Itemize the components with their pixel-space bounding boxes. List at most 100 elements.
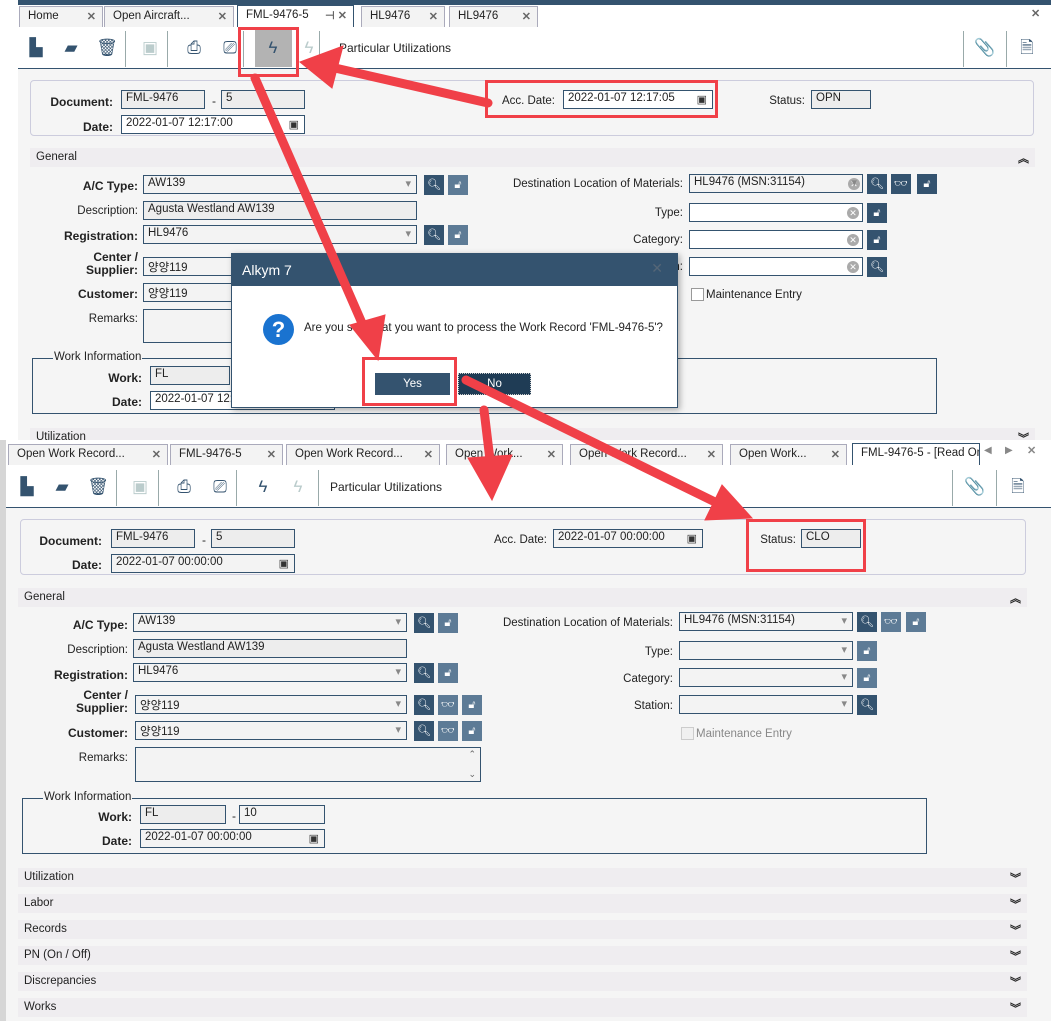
tab-hl9476-2[interactable]: HL9476 ✕ [449,6,538,27]
acc-date-field[interactable]: 2022-01-07 12:17:05 ▣ [563,90,713,109]
close-window-icon[interactable]: ✕ [1027,445,1037,457]
close-icon[interactable]: ✕ [217,11,227,23]
registration-field[interactable]: HL9476 [143,225,417,244]
lightning-icon[interactable]: ϟ [258,477,268,496]
tab-open-work-record[interactable]: Open Work Record... ✕ [8,444,168,465]
open-folder-icon[interactable]: ▰ [55,477,69,496]
unlock-icon[interactable]: 🔓︎ [448,175,468,195]
close-window-icon[interactable]: ✕ [1031,8,1041,20]
general-section-header[interactable]: General ︽ [30,148,1035,167]
description-field[interactable]: Agusta Westland AW139 [143,201,417,220]
save-icon[interactable]: ▣ [131,477,149,496]
expand-icon[interactable]: ︾ [1018,433,1029,445]
search-icon[interactable]: 🔍︎ [867,174,887,194]
open-folder-icon[interactable]: ▰ [64,38,78,57]
type-field[interactable]: ✕ [689,203,863,222]
search-icon[interactable]: 🔍︎ [424,175,444,195]
tab-open-work-2[interactable]: Open Work... ✕ [730,444,847,465]
tab-fml-9476-5[interactable]: FML-9476-5 ⊣ ✕ [237,5,354,27]
tab-home[interactable]: Home ✕ [19,6,103,27]
scroll-down-icon[interactable]: ⌄ [468,769,476,779]
attachment-icon[interactable]: 📎 [964,477,986,496]
process-button[interactable]: ϟ [255,28,292,67]
close-icon[interactable]: ✕ [706,449,716,461]
section-utilization[interactable]: Utilization ︾ [18,868,1027,887]
section-labor[interactable]: Labor ︾ [18,894,1027,913]
date-field[interactable]: 2022-01-07 12:17:00 ▣ [121,115,305,134]
general-section-header[interactable]: General ︽ [18,588,1027,607]
calendar-icon[interactable]: ▣ [288,119,299,131]
close-icon[interactable]: ✕ [651,260,663,276]
lightning-disabled-icon[interactable]: ϟ [293,477,303,496]
close-icon[interactable]: ✕ [423,449,433,461]
search-icon[interactable]: 🔍︎ [424,225,444,245]
section-pn-on-off[interactable]: PN (On / Off) ︾ [18,946,1027,965]
document-prefix-field[interactable]: FML-9476 [121,90,205,109]
unlock-icon[interactable]: 🔓︎ [867,230,887,250]
yes-button[interactable]: Yes [375,373,450,395]
search-icon[interactable]: 🔍︎ [414,695,434,715]
work-prefix-field[interactable]: FL [150,366,230,385]
clear-icon[interactable]: ✕ [847,234,859,246]
section-records[interactable]: Records ︾ [18,920,1027,939]
search-icon[interactable]: 🔍︎ [414,663,434,683]
tab-open-aircraft[interactable]: Open Aircraft... ✕ [104,6,234,27]
category-field[interactable]: ✕ [689,230,863,249]
close-icon[interactable]: ✕ [546,449,556,461]
section-works[interactable]: Works ︾ [18,998,1027,1017]
print-icon[interactable]: ⎙ [187,38,201,57]
close-icon[interactable]: ✕ [521,11,531,23]
new-document-icon[interactable]: ▙ [29,38,43,57]
expand-icon[interactable]: ︾ [1010,977,1021,989]
close-icon[interactable]: ✕ [151,449,161,461]
tab-fml-9476-5-read-only[interactable]: FML-9476-5 - [Read Only] [852,443,980,465]
binoculars-icon[interactable]: 👓︎ [891,174,911,194]
close-icon[interactable]: ✕ [830,449,840,461]
scroll-right-icon[interactable]: ▶ [1005,445,1013,456]
close-icon[interactable]: ✕ [86,11,96,23]
scroll-up-icon[interactable]: ⌃ [468,749,476,759]
tab-open-work-record-2[interactable]: Open Work Record... ✕ [286,444,440,465]
search-icon[interactable]: 🔍︎ [867,257,887,277]
work-date-label: Date: [111,395,142,409]
ac-type-field[interactable]: AW139 [143,175,417,194]
document-search-icon[interactable]: 🗎 [1020,38,1034,57]
section-discrepancies[interactable]: Discrepancies ︾ [18,972,1027,991]
delete-trash-icon[interactable]: 🗑 [87,477,109,496]
calendar-icon[interactable]: ▣ [696,94,707,106]
search-icon[interactable]: 🔍︎ [857,695,877,715]
save-icon[interactable]: ▣ [141,38,159,57]
search-icon[interactable]: 🔍︎ [857,612,877,632]
destination-field[interactable]: HL9476 (MSN:31154) ✕ [689,174,863,193]
unlock-icon[interactable]: 🔓︎ [867,203,887,223]
expand-icon[interactable]: ︾ [1010,873,1021,885]
collapse-icon[interactable]: ︽ [1010,593,1021,605]
clear-icon[interactable]: ✕ [847,261,859,273]
expand-icon[interactable]: ︾ [1010,899,1021,911]
scroll-left-icon[interactable]: ◀ [984,445,992,456]
expand-icon[interactable]: ︾ [1010,1003,1021,1015]
new-document-icon[interactable]: ▙ [20,477,34,496]
document-search-icon[interactable]: 🗎 [1011,477,1025,496]
close-icon[interactable]: ✕ [266,449,276,461]
unlock-icon[interactable]: 🔓︎ [917,174,937,194]
print-preview-icon[interactable]: ⎚ [223,38,237,57]
attachment-icon[interactable]: 📎 [974,38,996,57]
close-icon[interactable]: ✕ [428,11,438,23]
print-preview-icon[interactable]: ⎚ [213,477,227,496]
expand-icon[interactable]: ︾ [1010,925,1021,937]
search-icon[interactable]: 🔍︎ [414,721,434,741]
tab-hl9476[interactable]: HL9476 ✕ [361,6,445,27]
print-icon[interactable]: ⎙ [177,477,191,496]
pin-close-icon[interactable]: ⊣ ✕ [325,10,347,22]
maintenance-entry-checkbox[interactable] [691,288,704,301]
lightning-disabled-icon[interactable]: ϟ [304,38,314,57]
tab-fml-9476-5[interactable]: FML-9476-5 ✕ [170,444,283,465]
collapse-icon[interactable]: ︽ [1018,153,1029,165]
unlock-icon[interactable]: 🔓︎ [448,225,468,245]
delete-trash-icon[interactable]: 🗑 [96,38,118,57]
station-field[interactable]: ✕ [689,257,863,276]
expand-icon[interactable]: ︾ [1010,951,1021,963]
search-icon[interactable]: 🔍︎ [414,613,434,633]
clear-icon[interactable]: ✕ [847,207,859,219]
